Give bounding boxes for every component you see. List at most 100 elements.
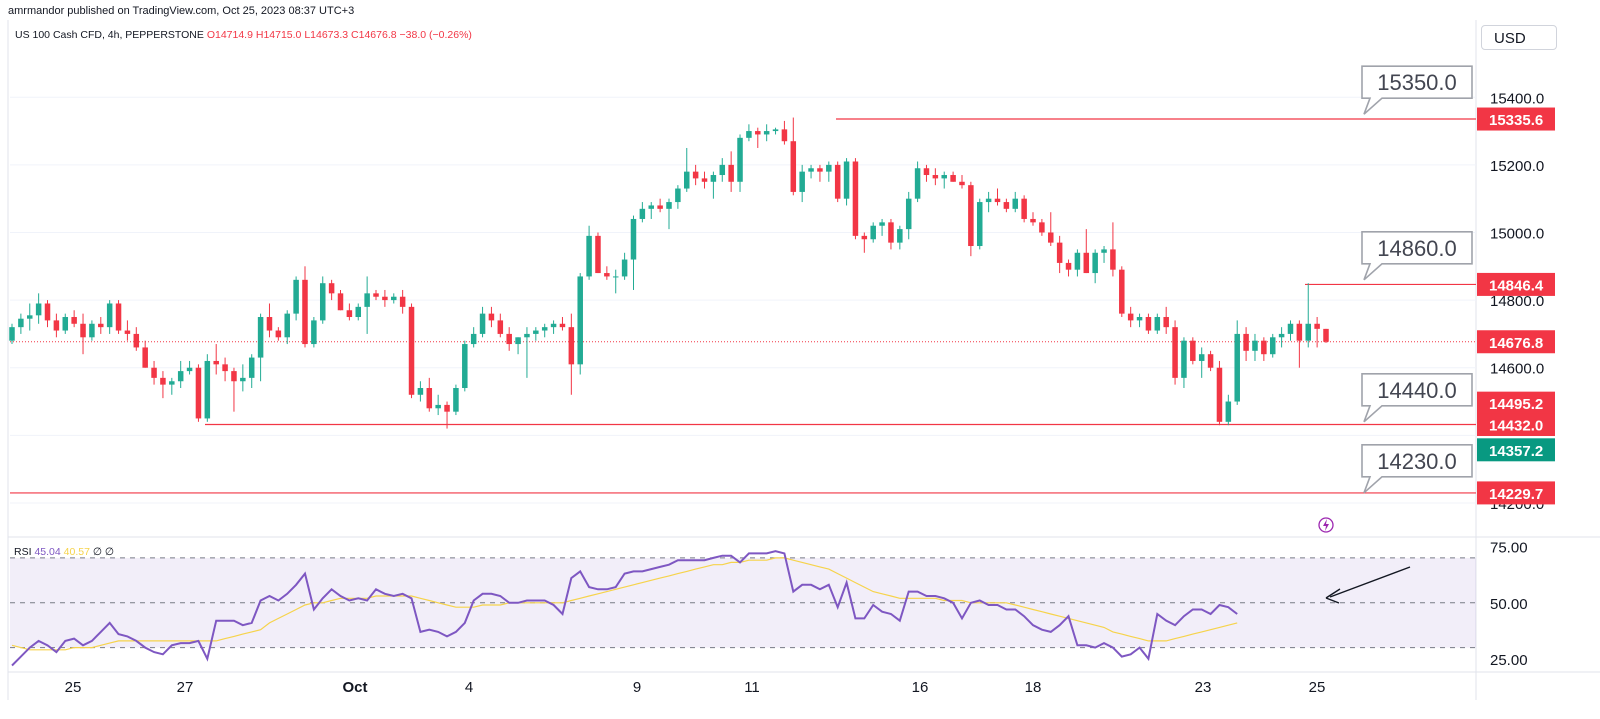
- candle-body: [905, 198, 912, 230]
- time-tick-label: 4: [465, 679, 473, 696]
- price-axis[interactable]: 15400.015200.015000.014800.014600.014200…: [1477, 90, 1555, 513]
- price-badge-label: 14229.7: [1489, 486, 1543, 503]
- rsi-label[interactable]: RSI: [14, 546, 32, 558]
- candle-body: [577, 276, 583, 365]
- candle-body: [701, 178, 708, 182]
- candle-body: [497, 320, 504, 334]
- candle-body: [1074, 252, 1081, 270]
- candle-body: [1198, 354, 1205, 361]
- rsi-tick-label: 75.00: [1490, 540, 1528, 557]
- candle-body: [1145, 317, 1152, 331]
- callout-label: 15350.0: [1377, 70, 1457, 95]
- candle-body: [169, 381, 175, 385]
- price-callout[interactable]: 14860.0: [1361, 231, 1473, 281]
- candle-body: [337, 293, 344, 311]
- candle-body: [914, 168, 921, 199]
- candle-body: [231, 371, 237, 382]
- candle-body: [852, 161, 859, 236]
- candle-body: [1296, 323, 1303, 341]
- candle-body: [1278, 333, 1285, 338]
- candle-body: [817, 168, 823, 172]
- time-tick-label: Oct: [342, 679, 367, 696]
- price-badge: 14676.8: [1477, 330, 1555, 354]
- candle-body: [1243, 333, 1249, 351]
- candle-body: [80, 323, 86, 338]
- price-callout[interactable]: 15350.0: [1361, 65, 1473, 115]
- candle-body: [53, 320, 60, 331]
- price-callout[interactable]: 14440.0: [1361, 373, 1473, 423]
- candle-body: [692, 171, 699, 179]
- candle-body: [328, 283, 335, 294]
- price-badge-label: 14432.0: [1489, 418, 1543, 435]
- candles: [9, 117, 1329, 429]
- candle-body: [364, 293, 370, 307]
- price-tick-label: 15400.0: [1490, 90, 1544, 107]
- candle-body: [604, 273, 610, 277]
- rsi-extra-1: ∅: [92, 546, 102, 558]
- candle-body: [346, 310, 353, 318]
- time-tick-label: 27: [177, 679, 194, 696]
- low-value: L14673.3: [304, 29, 349, 41]
- candle-body: [923, 168, 930, 176]
- candle-body: [18, 318, 24, 328]
- candle-body: [1314, 323, 1320, 329]
- price-badge: 14432.0: [1477, 413, 1555, 437]
- callout-label: 14230.0: [1377, 449, 1457, 474]
- candle-body: [586, 235, 592, 277]
- callouts[interactable]: 15350.0 14860.0 14440.0 14230.0: [1361, 65, 1473, 494]
- candle-body: [657, 205, 663, 209]
- candle-body: [275, 330, 282, 338]
- candle-body: [879, 222, 885, 226]
- candle-body: [763, 131, 770, 135]
- candle-body: [870, 225, 876, 240]
- price-badge: 14229.7: [1477, 481, 1555, 505]
- close-value: C14676.8: [351, 29, 397, 41]
- candle-body: [1207, 354, 1214, 368]
- price-badge-label: 14846.4: [1489, 277, 1544, 294]
- candle-body: [89, 323, 95, 338]
- candle-body: [35, 303, 42, 316]
- currency-selector[interactable]: USD: [1481, 25, 1557, 50]
- price-badge-bg: [1477, 481, 1555, 505]
- candle-body: [1092, 252, 1098, 274]
- candle-body: [1101, 249, 1107, 253]
- time-axis[interactable]: 25 27 Oct 4 9 11 16 18 23 25: [65, 679, 1326, 696]
- candle-body: [488, 313, 495, 321]
- price-badge-bg: [1477, 391, 1555, 415]
- candle-body: [790, 141, 797, 192]
- level-lines: [10, 118, 1476, 494]
- callout-label: 14440.0: [1377, 378, 1457, 403]
- candle-body: [1039, 222, 1045, 233]
- candle-body: [728, 164, 734, 182]
- candle-body: [160, 377, 166, 385]
- symbol-name[interactable]: US 100 Cash CFD, 4h, PEPPERSTONE: [15, 29, 204, 41]
- price-tick-label: 14800.0: [1490, 293, 1544, 310]
- rsi-pane[interactable]: 75.00 50.00 25.00: [10, 540, 1528, 669]
- price-badge: 14495.2: [1477, 391, 1555, 415]
- candle-body: [985, 198, 992, 203]
- candle-body: [1269, 337, 1276, 355]
- callout-box: [1361, 373, 1473, 423]
- candle-body: [843, 161, 850, 199]
- callout-box: [1361, 65, 1473, 115]
- price-callout[interactable]: 14230.0: [1361, 444, 1473, 494]
- price-badge: 14846.4: [1477, 272, 1555, 296]
- candle-body: [248, 357, 255, 378]
- candle-body: [1030, 218, 1036, 223]
- candle-body: [195, 367, 202, 419]
- candle-body: [1021, 198, 1027, 219]
- price-badge: 15335.6: [1477, 107, 1555, 131]
- candle-body: [950, 175, 956, 182]
- candle-body: [772, 129, 779, 132]
- lightning-icon: [1318, 517, 1334, 533]
- price-tick-label: 14600.0: [1490, 361, 1544, 378]
- candle-body: [1127, 313, 1134, 321]
- candle-body: [1119, 269, 1125, 314]
- candle-body: [1154, 317, 1161, 331]
- price-badge-label: 14676.8: [1489, 335, 1543, 352]
- candle-body: [1065, 262, 1072, 270]
- candle-body: [435, 404, 441, 409]
- candle-body: [382, 296, 388, 301]
- candle-body: [142, 347, 148, 368]
